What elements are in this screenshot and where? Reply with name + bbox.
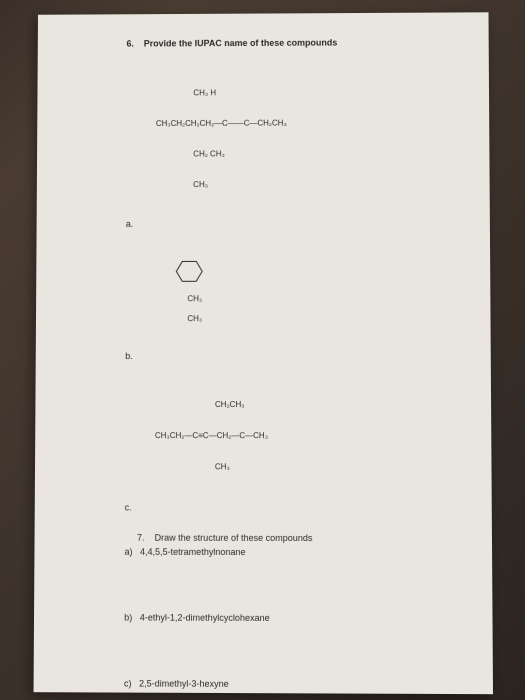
q7-prompt: Draw the structure of these compounds (155, 532, 313, 542)
q7-header: 7. Draw the structure of these compounds (125, 532, 442, 543)
structure-a: CH₃ H CH₃CH₂CH₂CH₂—C——C—CH₂CH₃ CH₂ CH₃ C… (156, 67, 440, 212)
cyclohexane-icon (174, 257, 204, 285)
struct-c-l1: CH₂CH₃ (155, 400, 441, 410)
q7-b-label: b) (124, 612, 132, 622)
structure-b: CH₃ CH₃ (165, 246, 440, 343)
q7-a-text: 4,4,5,5-tetramethylnonane (140, 546, 245, 556)
label-c: c. (125, 502, 442, 513)
struct-a-l2: CH₃CH₂CH₂CH₂—C——C—CH₂CH₃ (156, 118, 439, 129)
q7-a: a) 4,4,5,5-tetramethylnonane (124, 546, 441, 557)
question-6-header: 6. Provide the IUPAC name of these compo… (126, 37, 438, 48)
q7-b: b) 4-ethyl-1,2-dimethylcyclohexane (124, 612, 442, 623)
q6-prompt: Provide the IUPAC name of these compound… (144, 38, 338, 49)
q7-b-text: 4-ethyl-1,2-dimethylcyclohexane (140, 612, 270, 623)
worksheet-paper: 6. Provide the IUPAC name of these compo… (34, 12, 493, 694)
question-7: 7. Draw the structure of these compounds… (124, 532, 442, 689)
label-b: b. (125, 351, 440, 361)
q7-a-label: a) (124, 546, 132, 556)
struct-c-l3: CH₃ (155, 463, 441, 474)
struct-a-l4: CH₃ (156, 180, 440, 191)
q6-number: 6. (126, 39, 133, 49)
struct-c-l2: CH₃CH₂—C≡C—CH₂—C—CH₃ (155, 431, 441, 442)
q7-c: c) 2,5-dimethyl-3-hexyne (124, 678, 442, 690)
q7-c-text: 2,5-dimethyl-3-hexyne (139, 678, 229, 689)
q7-number: 7. (137, 532, 145, 542)
structure-c: CH₂CH₃ CH₃CH₂—C≡C—CH₂—C—CH₃ CH₃ (155, 379, 441, 494)
label-a: a. (126, 219, 440, 230)
q7-c-label: c) (124, 678, 132, 688)
struct-a-l3: CH₂ CH₃ (156, 149, 440, 160)
struct-b-sub1: CH₃ (187, 295, 202, 304)
struct-b-sub2: CH₃ (187, 314, 202, 323)
struct-a-l1: CH₃ H (156, 87, 439, 98)
